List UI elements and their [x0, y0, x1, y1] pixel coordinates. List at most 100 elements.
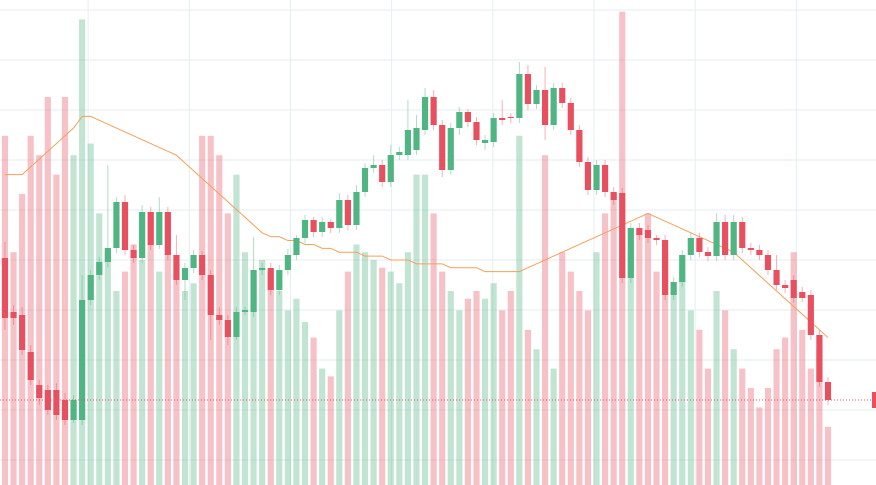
volume-bar — [704, 368, 712, 485]
candle-body — [139, 212, 146, 258]
candle-body — [327, 222, 334, 228]
candles — [0, 62, 876, 425]
volume-bar — [379, 267, 386, 485]
volume-bar — [327, 376, 334, 485]
candle-body — [644, 230, 652, 238]
volume-bar — [456, 310, 463, 485]
candle-body — [387, 155, 394, 182]
candle-body — [130, 250, 137, 258]
candle-body — [550, 88, 557, 125]
candle-body — [96, 262, 103, 275]
candle-body — [541, 90, 549, 125]
candle-body — [250, 270, 257, 312]
candle-body — [524, 74, 532, 104]
candle-body — [619, 193, 626, 278]
volume-bar — [516, 135, 523, 485]
candle-body — [396, 152, 403, 155]
volume-bar — [250, 283, 257, 485]
volume-bar — [181, 291, 189, 485]
candle-body — [507, 117, 514, 118]
candle-body — [610, 192, 617, 200]
volume-bar — [610, 194, 617, 485]
candle-body — [121, 202, 129, 250]
volume-bar — [824, 426, 832, 485]
volume-bar — [353, 244, 360, 485]
candle-body — [687, 238, 694, 255]
candle-body — [284, 255, 291, 270]
candle-body — [481, 140, 489, 143]
volume-bar — [156, 271, 163, 485]
volume-bar — [533, 349, 540, 485]
candle-body — [782, 285, 789, 288]
volume-bar — [104, 252, 111, 485]
candle-body — [293, 238, 300, 255]
candle-body — [267, 268, 274, 290]
candle-body — [27, 352, 34, 380]
volume-bar — [301, 322, 309, 485]
volume-bar — [147, 213, 154, 485]
candle-body — [456, 112, 463, 128]
candle-body — [319, 222, 326, 232]
volume-bar — [361, 252, 369, 485]
candle-body — [790, 280, 797, 298]
candle-body — [224, 320, 231, 337]
volume-bar — [541, 155, 549, 485]
volume-bar — [790, 252, 797, 485]
volume-bar — [464, 298, 472, 485]
volume-bar — [224, 213, 231, 485]
candle-body — [233, 312, 240, 337]
volume-bar — [799, 329, 806, 485]
volume-bar — [713, 291, 720, 485]
candle-body — [670, 282, 677, 295]
candle-body — [87, 275, 94, 300]
volume-bar — [739, 368, 746, 485]
volume-bar — [687, 310, 694, 485]
volume-bar — [662, 252, 669, 485]
candle-body — [636, 228, 643, 235]
candle-body — [696, 238, 703, 252]
volume-bar — [164, 252, 171, 485]
volume-bar — [404, 252, 411, 485]
candle-body — [773, 270, 780, 285]
volume-bar — [310, 337, 317, 485]
volume-bar — [593, 252, 600, 485]
volume-bar — [173, 271, 180, 485]
candle-body — [1, 258, 9, 318]
candle-body — [824, 382, 832, 400]
candle-body — [653, 238, 660, 240]
volume-bar — [121, 271, 129, 485]
candle-body — [310, 220, 317, 232]
candle-body — [207, 275, 214, 315]
candle-body — [216, 315, 223, 320]
candle-body — [199, 255, 206, 275]
last-price-marker — [872, 392, 876, 408]
candle-body — [816, 335, 823, 382]
candle-body — [53, 390, 60, 415]
candle-body — [173, 255, 180, 280]
candle-body — [490, 118, 497, 142]
candle-body — [559, 88, 566, 103]
candle-body — [739, 222, 746, 248]
volume-bar — [139, 259, 146, 485]
candle-body — [799, 292, 806, 298]
candle-body — [807, 295, 814, 335]
volume-bar — [653, 271, 660, 485]
candle-body — [730, 222, 737, 255]
volume-bar — [284, 310, 291, 485]
candle-body — [713, 222, 720, 256]
candle-body — [464, 112, 472, 122]
volume-bar — [259, 259, 266, 485]
candle-body — [190, 255, 197, 268]
candle-body — [370, 165, 377, 168]
candle-body — [156, 212, 163, 245]
candle-body — [764, 255, 772, 270]
candle-body — [473, 122, 480, 140]
volume-bar — [36, 155, 43, 485]
volume-bar — [44, 97, 51, 485]
candle-body — [19, 315, 26, 350]
candle-body — [404, 130, 411, 155]
candle-body — [430, 97, 437, 125]
volume-bar — [730, 349, 737, 485]
